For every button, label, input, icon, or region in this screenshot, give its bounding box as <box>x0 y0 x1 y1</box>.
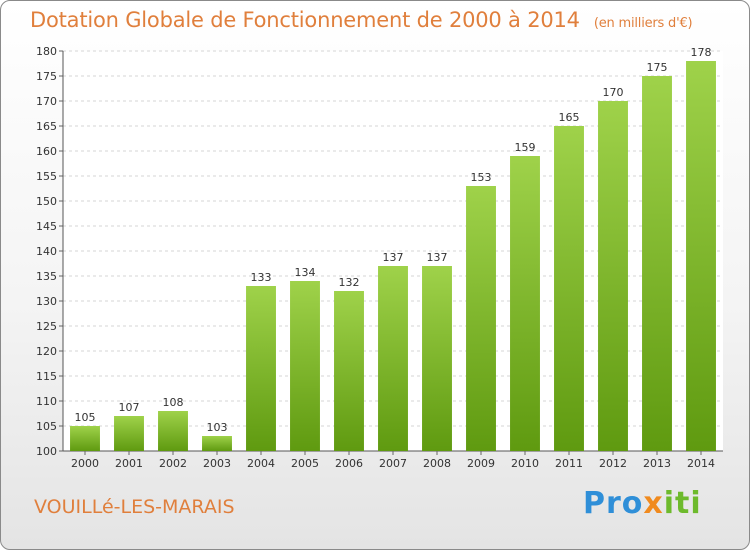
city-name: VOUILLé-LES-MARAIS <box>34 496 235 518</box>
x-tick-label: 2008 <box>423 457 451 470</box>
bar <box>422 266 452 451</box>
y-tick-label: 135 <box>36 270 57 283</box>
y-tick-label: 145 <box>36 220 57 233</box>
bar <box>246 286 276 451</box>
chart-subtitle: (en milliers d'€) <box>593 16 693 31</box>
bar-value-label: 137 <box>427 251 448 264</box>
x-tick-label: 2004 <box>247 457 275 470</box>
x-tick-label: 2005 <box>291 457 319 470</box>
bar-value-label: 178 <box>691 46 712 59</box>
x-tick-label: 2010 <box>511 457 539 470</box>
bar <box>686 61 716 451</box>
y-tick-label: 180 <box>36 45 57 58</box>
bar-value-label: 107 <box>119 401 140 414</box>
x-tick-label: 2013 <box>643 457 671 470</box>
x-tick-label: 2000 <box>71 457 99 470</box>
bar <box>642 76 672 451</box>
y-tick-label: 160 <box>36 145 57 158</box>
x-tick-label: 2001 <box>115 457 143 470</box>
x-tick-label: 2009 <box>467 457 495 470</box>
bar <box>114 416 144 451</box>
bar <box>510 156 540 451</box>
y-tick-label: 150 <box>36 195 57 208</box>
bar <box>70 426 100 451</box>
y-tick-label: 125 <box>36 320 57 333</box>
x-tick-label: 2007 <box>379 457 407 470</box>
y-tick-label: 100 <box>36 445 57 458</box>
y-tick-label: 165 <box>36 120 57 133</box>
y-tick-label: 175 <box>36 70 57 83</box>
y-tick-label: 170 <box>36 95 57 108</box>
title-text: Dotation Globale de Fonctionnement de 20… <box>30 8 580 32</box>
x-tick-label: 2011 <box>555 457 583 470</box>
bar <box>158 411 188 451</box>
bar-value-label: 165 <box>559 111 580 124</box>
bar <box>378 266 408 451</box>
bar <box>290 281 320 451</box>
y-tick-label: 105 <box>36 420 57 433</box>
x-tick-label: 2014 <box>687 457 715 470</box>
logo-part-3: iti <box>663 486 702 521</box>
y-tick-label: 120 <box>36 345 57 358</box>
x-tick-label: 2003 <box>203 457 231 470</box>
y-tick-label: 110 <box>36 395 57 408</box>
bar <box>554 126 584 451</box>
y-tick-label: 140 <box>36 245 57 258</box>
logo-part-1: Pro <box>583 486 644 521</box>
bar-value-label: 103 <box>207 421 228 434</box>
bar-value-label: 132 <box>339 276 360 289</box>
bar-value-label: 108 <box>163 396 184 409</box>
y-tick-label: 115 <box>36 370 57 383</box>
bar-value-label: 137 <box>383 251 404 264</box>
bar-value-label: 133 <box>251 271 272 284</box>
bar <box>466 186 496 451</box>
bar-value-label: 105 <box>75 411 96 424</box>
bar <box>334 291 364 451</box>
bar-value-label: 134 <box>295 266 316 279</box>
y-tick-label: 130 <box>36 295 57 308</box>
x-tick-label: 2006 <box>335 457 363 470</box>
x-tick-label: 2002 <box>159 457 187 470</box>
chart-title: Dotation Globale de Fonctionnement de 20… <box>30 8 693 32</box>
bar-value-label: 170 <box>603 86 624 99</box>
bar-value-label: 175 <box>647 61 668 74</box>
bar-value-label: 159 <box>515 141 536 154</box>
x-tick-label: 2012 <box>599 457 627 470</box>
proxiti-logo: Proxiti <box>583 486 702 521</box>
bar <box>202 436 232 451</box>
y-tick-label: 155 <box>36 170 57 183</box>
bar <box>598 101 628 451</box>
logo-part-2: x <box>643 486 664 521</box>
bar-value-label: 153 <box>471 171 492 184</box>
